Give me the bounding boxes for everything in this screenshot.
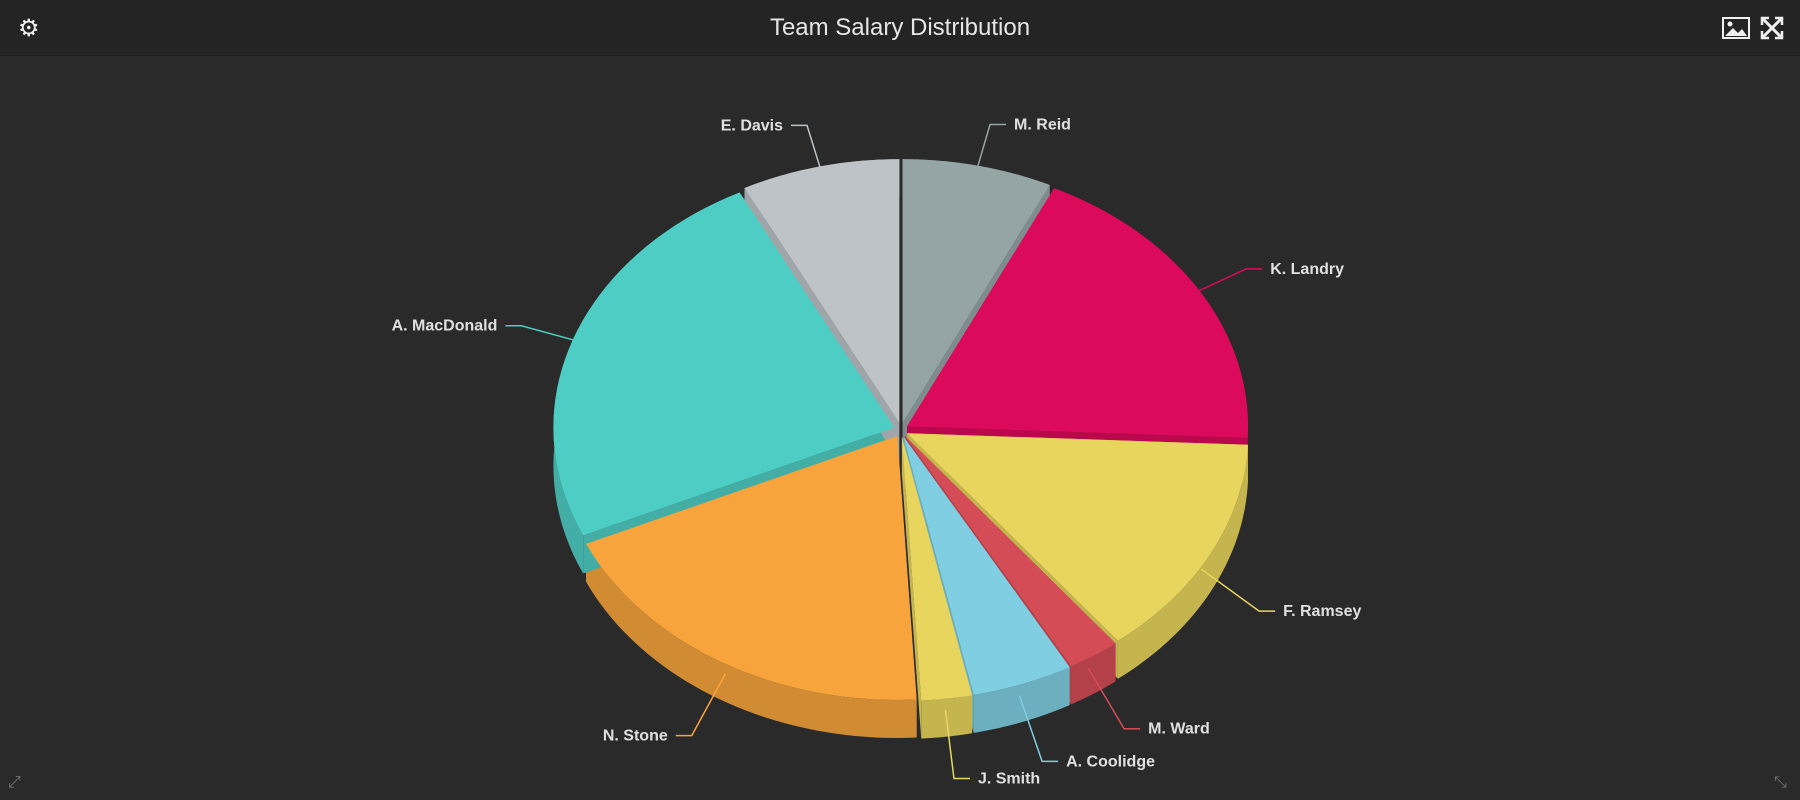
label-connector [505,324,583,344]
slice-m-ward [904,435,1116,667]
slice-e-davis [744,159,900,424]
slice-label: J. Smith [978,771,1040,788]
slice-f-ramsey [907,433,1248,641]
gear-icon[interactable]: ⚙ [18,15,40,42]
slice-j-smith [901,436,973,701]
slice-label: E. Davis [721,117,783,134]
slice-label: A. MacDonald [392,318,498,335]
chart-title: Team Salary Distribution [769,14,1031,41]
slice-label: N. Stone [603,728,668,745]
resize-handle-left-icon[interactable]: ⤢ [8,774,21,791]
slice-label: M. Ward [1148,721,1210,738]
slice-a-macdonald [553,192,895,536]
slice-label: K. Landry [1270,261,1344,278]
slice-label: M. Reid [1014,117,1071,134]
slice-label: A. Coolidge [1066,753,1155,770]
image-icon[interactable] [1722,16,1750,45]
slice-side [1071,643,1116,705]
slice-tops [553,159,1248,701]
label-connector [944,709,970,780]
slice-k-landry [907,188,1248,439]
label-connector [791,124,823,175]
label-connector [1201,568,1276,612]
label-connector [974,123,1007,174]
slice-side [901,436,922,739]
label-connector [675,673,727,737]
slice-label: F. Ramsey [1283,603,1361,620]
slice-side [586,543,917,738]
slice-labels: M. Reid K. Landry F. Ramsey M. Ward A. Cooli… [392,117,1362,788]
slice-m-reid [902,159,1050,424]
slice-a-coolidge [903,436,1070,695]
label-connector [1018,695,1059,763]
expand-icon[interactable] [1760,16,1784,45]
resize-handle-right-icon[interactable]: ⤡ [1774,774,1787,791]
chart-header: ⚙ Team Salary Distribution [0,0,1800,56]
label-connector [1087,667,1141,730]
slice-n-stone [586,435,917,700]
slice-side [1117,444,1248,679]
label-connector [1190,268,1263,296]
